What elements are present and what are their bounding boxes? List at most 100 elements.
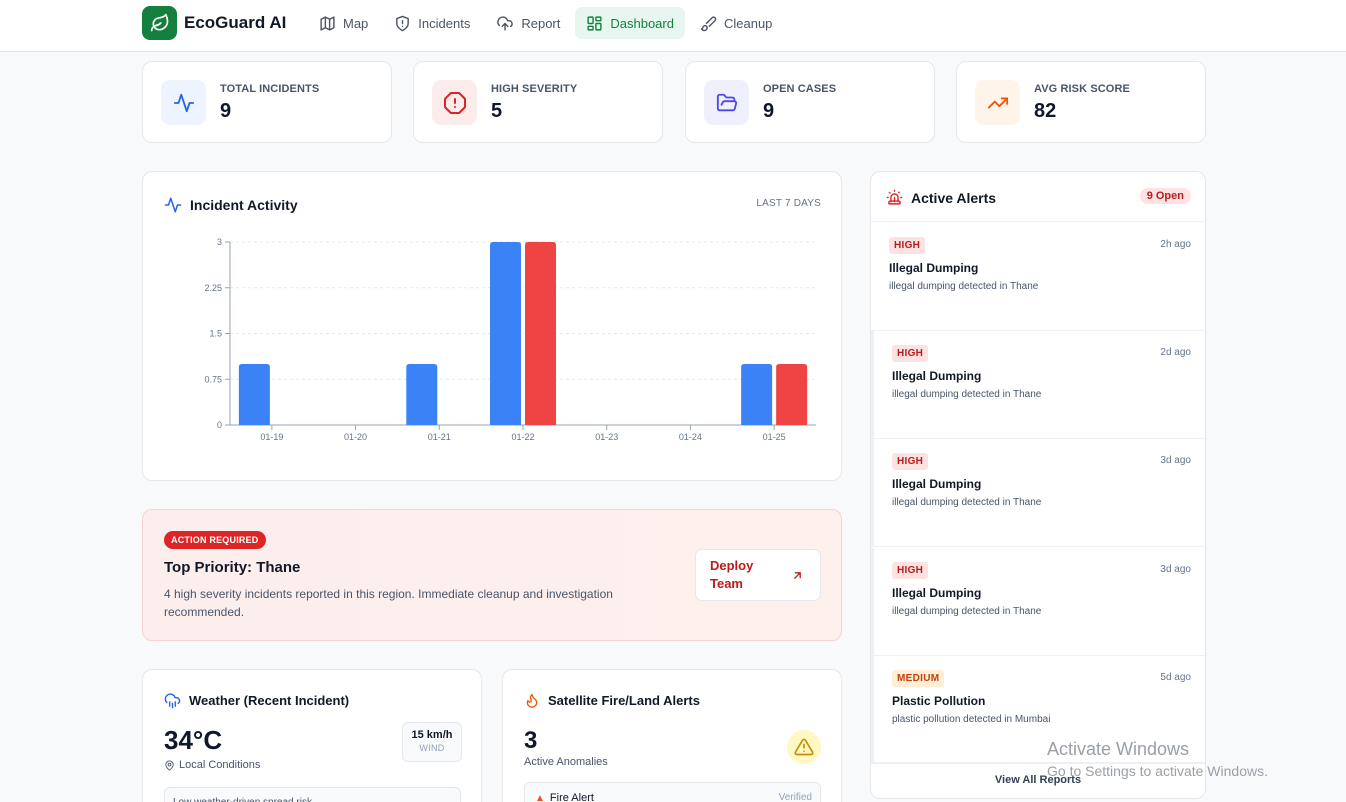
- stat-high-severity: HIGH SEVERITY 5: [413, 61, 663, 143]
- stat-open-cases: OPEN CASES 9: [685, 61, 935, 143]
- leaf-logo-icon: [142, 6, 177, 40]
- shield-icon: [396, 15, 410, 31]
- alert-description: illegal dumping detected in Thane: [892, 389, 1042, 400]
- alert-item[interactable]: HIGH 3d ago Illegal Dumping illegal dump…: [871, 548, 1205, 656]
- alerts-header: Active Alerts 9 Open: [871, 172, 1205, 222]
- activity-pulse-icon: [161, 80, 206, 125]
- alert-time: 2d ago: [1160, 347, 1191, 358]
- nav-map-label: Map: [343, 15, 369, 31]
- fire-alert-row[interactable]: ▲ Fire Alert Verified: [524, 782, 821, 802]
- warning-triangle-icon: [787, 730, 821, 764]
- action-required-card: ACTION REQUIRED Top Priority: Thane 4 hi…: [142, 509, 842, 641]
- alert-title: Plastic Pollution: [892, 694, 986, 708]
- weather-title: Weather (Recent Incident): [189, 693, 350, 708]
- alert-description: illegal dumping detected in Thane: [892, 606, 1042, 617]
- alert-title: Illegal Dumping: [892, 477, 982, 491]
- weather-risk-note: Low weather-driven spread risk: [164, 787, 461, 802]
- alert-item[interactable]: HIGH 3d ago Illegal Dumping illegal dump…: [871, 439, 1205, 547]
- incident-activity-title: Incident Activity: [190, 197, 298, 213]
- bar: [776, 364, 808, 425]
- wind-box: 15 km/h WIND: [402, 722, 462, 762]
- alert-item[interactable]: HIGH 2h ago Illegal Dumping illegal dump…: [871, 223, 1205, 331]
- chart-range-label: LAST 7 DAYS: [756, 198, 821, 209]
- stat-avg-risk-score: AVG RISK SCORE 82: [956, 61, 1206, 143]
- temperature: 34°C: [164, 725, 223, 755]
- stat-label: AVG RISK SCORE: [1034, 83, 1130, 95]
- x-tick-label: 01-20: [344, 432, 367, 442]
- alert-description: illegal dumping detected in Thane: [892, 497, 1042, 508]
- alert-title: Illegal Dumping: [892, 586, 982, 600]
- alert-title: Illegal Dumping: [892, 369, 982, 383]
- action-required-badge: ACTION REQUIRED: [164, 531, 266, 549]
- severity-badge: HIGH: [892, 345, 929, 362]
- satellite-title: Satellite Fire/Land Alerts: [548, 693, 700, 708]
- nav-cleanup[interactable]: Cleanup: [689, 7, 783, 39]
- bar: [238, 364, 270, 425]
- brand[interactable]: EcoGuard AI: [142, 6, 286, 40]
- alert-item[interactable]: HIGH 2d ago Illegal Dumping illegal dump…: [871, 331, 1205, 439]
- incident-activity-chart: 0 0.75 1.5 2.25 3 01-19 01-20 01-21 01-22 01-23 01…: [204, 237, 816, 442]
- x-tick-label: 01-23: [595, 432, 618, 442]
- nav-report-label: Report: [521, 15, 561, 31]
- nav-report[interactable]: Report: [485, 7, 571, 39]
- x-tick-label: 01-21: [428, 432, 451, 442]
- active-alerts-panel: Active Alerts 9 Open HIGH 2h ago Illegal…: [870, 171, 1206, 799]
- dashboard-grid-icon: [587, 15, 602, 31]
- x-tick-label: 01-22: [511, 432, 534, 442]
- incident-activity-card: Incident Activity LAST 7 DAYS 0 0.75 1.5 2.…: [142, 171, 842, 481]
- y-tick-label: 0.75: [204, 374, 222, 384]
- bar: [525, 242, 556, 425]
- stat-label: TOTAL INCIDENTS: [220, 83, 320, 95]
- bar: [490, 242, 521, 425]
- wind-label: WIND: [419, 743, 445, 753]
- deploy-team-button[interactable]: Deploy Team: [695, 549, 821, 601]
- stat-value: 5: [491, 100, 503, 122]
- arrow-up-right-icon: [794, 572, 801, 579]
- bar: [741, 364, 773, 425]
- bar: [406, 364, 438, 425]
- y-tick-label: 2.25: [204, 283, 222, 293]
- view-all-reports-link[interactable]: View All Reports: [871, 762, 1205, 798]
- upload-cloud-icon: [497, 15, 514, 31]
- top-priority-title: Top Priority: Thane: [164, 559, 301, 576]
- stat-value: 82: [1034, 100, 1057, 122]
- alert-octagon-icon: [432, 80, 477, 125]
- alert-time: 3d ago: [1160, 455, 1191, 466]
- alert-time: 3d ago: [1160, 564, 1191, 575]
- folder-open-icon: [704, 80, 749, 125]
- severity-badge: HIGH: [892, 562, 929, 579]
- siren-icon: [886, 189, 903, 205]
- severity-badge: HIGH: [889, 237, 926, 254]
- weather-card: Weather (Recent Incident) 34°C Local Con…: [142, 669, 482, 802]
- anomaly-count-label: Active Anomalies: [524, 756, 608, 768]
- fire-emoji-icon: ▲: [535, 792, 545, 802]
- top-priority-description: 4 high severity incidents reported in th…: [164, 587, 613, 619]
- location: Local Conditions: [164, 759, 260, 771]
- nav-incidents[interactable]: Incidents: [383, 7, 481, 39]
- alert-description: illegal dumping detected in Thane: [889, 281, 1039, 292]
- anomaly-count: 3: [524, 727, 538, 754]
- activity-icon: [164, 197, 182, 213]
- trending-up-icon: [975, 80, 1020, 125]
- nav-map[interactable]: Map: [308, 7, 379, 39]
- card-header: Weather (Recent Incident): [164, 692, 349, 709]
- alert-item[interactable]: MEDIUM 5d ago Plastic Pollution plastic …: [871, 656, 1205, 764]
- nav-dashboard[interactable]: Dashboard: [575, 7, 685, 39]
- active-alerts-title: Active Alerts: [911, 189, 997, 206]
- x-tick-label: 01-25: [763, 432, 786, 442]
- cloud-rain-icon: [164, 693, 181, 709]
- nav-dashboard-label: Dashboard: [610, 15, 674, 31]
- fire-alert-status: Verified: [778, 792, 812, 802]
- stat-label: OPEN CASES: [763, 83, 837, 95]
- alert-title: Illegal Dumping: [889, 261, 979, 275]
- nav-cleanup-label: Cleanup: [723, 15, 773, 31]
- card-header: Incident Activity: [164, 196, 298, 214]
- severity-badge: MEDIUM: [892, 670, 945, 687]
- alert-time: 2h ago: [1160, 239, 1191, 250]
- alert-time: 5d ago: [1160, 672, 1191, 683]
- stat-value: 9: [763, 100, 775, 122]
- x-tick-label: 01-19: [260, 432, 283, 442]
- y-tick-label: 0: [217, 420, 222, 430]
- stat-label: HIGH SEVERITY: [491, 83, 578, 95]
- stat-total-incidents: TOTAL INCIDENTS 9: [142, 61, 392, 143]
